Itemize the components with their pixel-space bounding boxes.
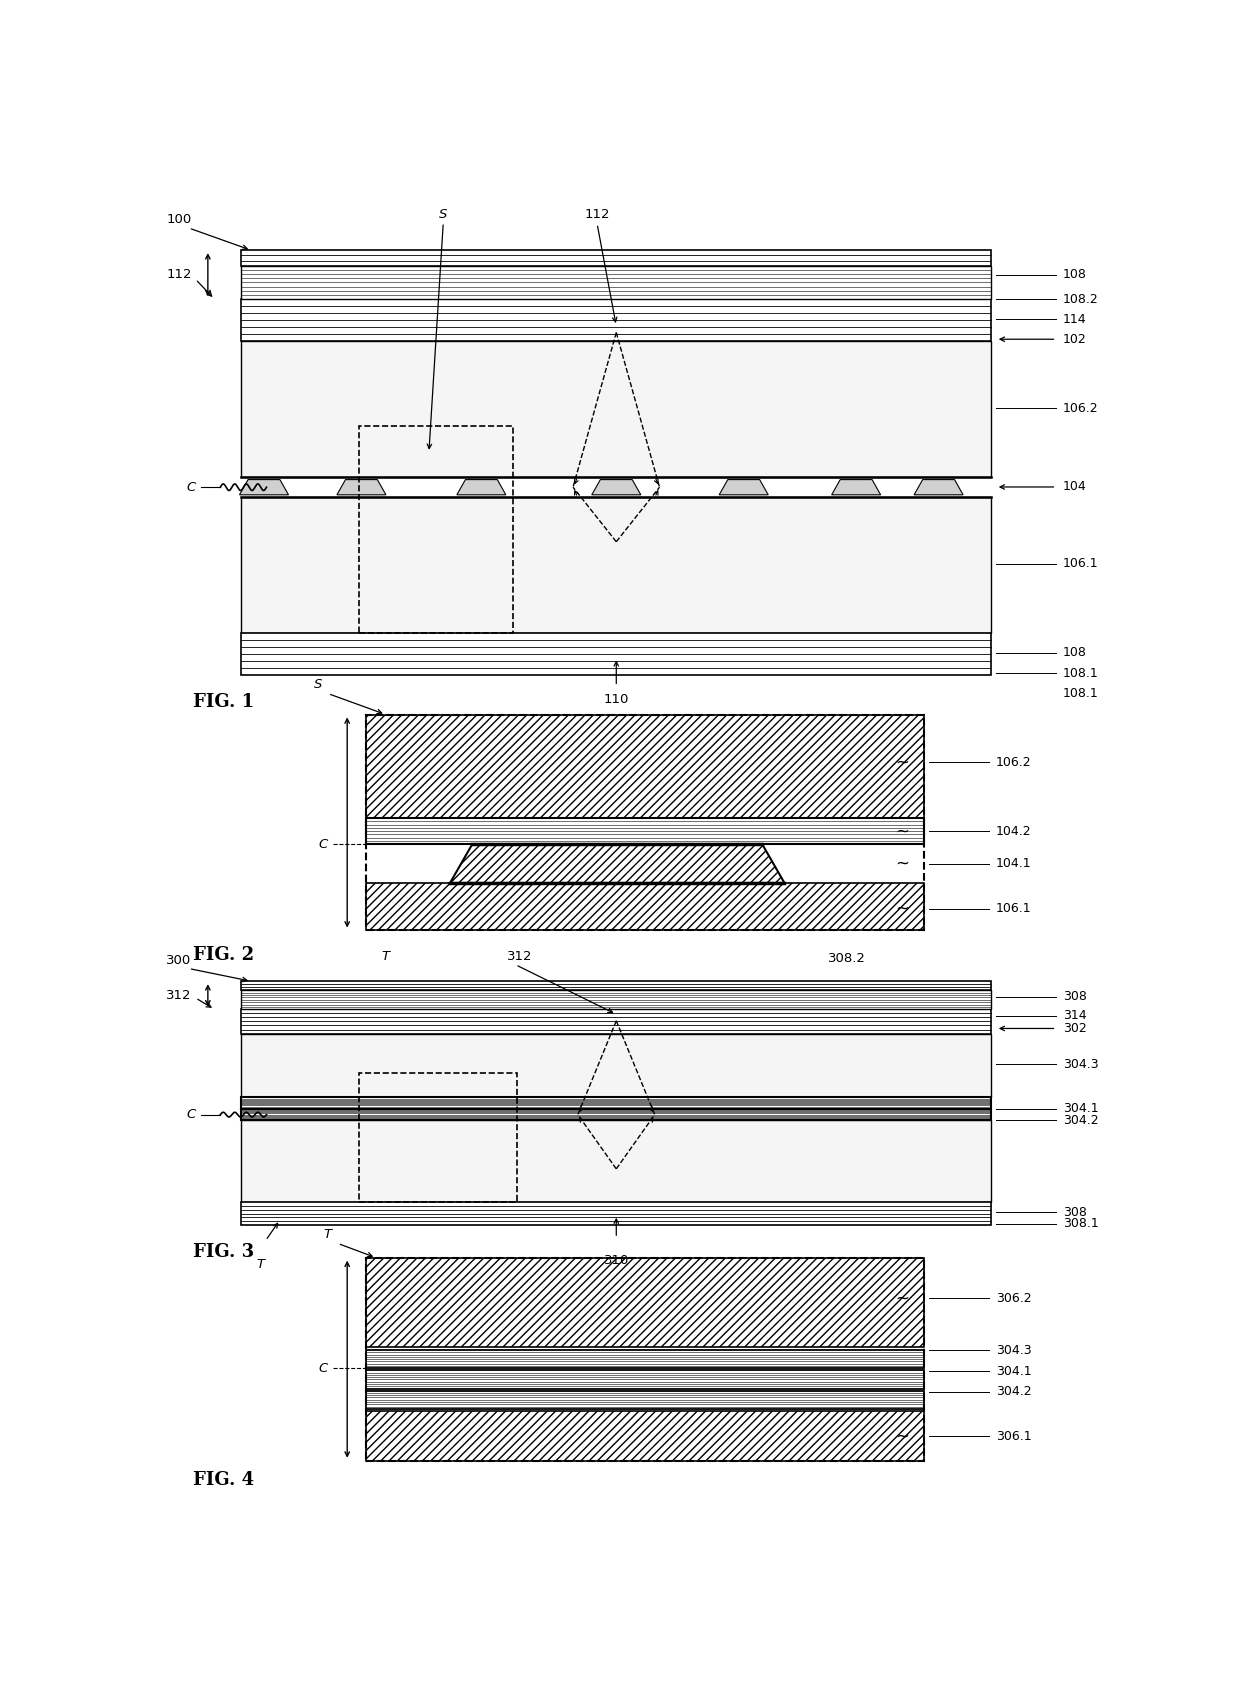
Text: C: C (319, 838, 327, 850)
Bar (367, 1391, 924, 1409)
Text: ~: ~ (895, 753, 909, 772)
Text: ~: ~ (895, 823, 909, 840)
Text: 106.2: 106.2 (996, 755, 1032, 768)
Text: T: T (324, 1227, 332, 1241)
Text: 300: 300 (166, 954, 192, 967)
Text: 312: 312 (507, 950, 533, 964)
Text: 112: 112 (584, 209, 610, 221)
Text: T: T (382, 950, 389, 964)
Text: 302: 302 (1063, 1022, 1087, 1035)
Text: 304.3: 304.3 (1063, 1057, 1099, 1071)
Bar (242, 1034, 991, 1098)
Text: 308: 308 (1063, 989, 1087, 1003)
Bar (367, 714, 924, 818)
Text: 304.3: 304.3 (996, 1343, 1032, 1357)
Bar (367, 1350, 924, 1368)
Text: FIG. 3: FIG. 3 (193, 1243, 254, 1261)
Bar (242, 299, 991, 342)
Bar (242, 496, 991, 632)
Polygon shape (914, 479, 963, 495)
Bar (360, 425, 513, 632)
Bar (367, 1258, 924, 1460)
Bar (367, 1411, 924, 1460)
Bar (360, 1073, 517, 1202)
Text: 104: 104 (1063, 481, 1087, 493)
Bar (242, 1108, 991, 1120)
Text: 104.2: 104.2 (996, 824, 1032, 838)
Text: 308.1: 308.1 (1063, 1217, 1099, 1231)
Text: FIG. 4: FIG. 4 (193, 1470, 254, 1489)
Polygon shape (832, 479, 880, 495)
Text: S: S (439, 209, 448, 221)
Bar (367, 714, 924, 930)
Text: 304.1: 304.1 (1063, 1102, 1099, 1115)
Text: FIG. 1: FIG. 1 (193, 694, 254, 711)
Text: 106.1: 106.1 (996, 903, 1032, 915)
Text: 310: 310 (604, 1255, 629, 1266)
Bar (367, 1258, 924, 1346)
Text: 108.2: 108.2 (1063, 292, 1099, 306)
Text: C: C (186, 481, 196, 493)
Text: 304.1: 304.1 (996, 1365, 1032, 1379)
Text: 304.2: 304.2 (1063, 1114, 1099, 1127)
Bar (242, 250, 991, 265)
Bar (242, 632, 991, 675)
Text: C: C (186, 1108, 196, 1120)
Text: ~: ~ (895, 1289, 909, 1307)
Bar (242, 342, 991, 478)
Text: 108: 108 (1063, 646, 1087, 660)
Text: 108.1: 108.1 (1063, 687, 1099, 699)
Text: T: T (257, 1258, 265, 1270)
Text: S: S (314, 678, 322, 690)
Bar (242, 981, 991, 989)
Text: 308: 308 (1063, 1205, 1087, 1219)
Text: 108.1: 108.1 (1063, 666, 1099, 680)
Text: 304.2: 304.2 (996, 1386, 1032, 1397)
Text: ~: ~ (895, 1428, 909, 1445)
Polygon shape (337, 479, 386, 495)
Bar (242, 1010, 991, 1034)
Text: 112: 112 (166, 269, 192, 281)
Text: 308.2: 308.2 (828, 952, 866, 964)
Polygon shape (719, 479, 769, 495)
Bar (242, 1098, 991, 1108)
Text: FIG. 2: FIG. 2 (193, 947, 254, 964)
Text: 312: 312 (166, 989, 192, 1001)
Bar (242, 989, 991, 1010)
Text: 306.2: 306.2 (996, 1292, 1032, 1306)
Text: 110: 110 (604, 694, 629, 705)
Text: ~: ~ (895, 855, 909, 872)
Polygon shape (450, 845, 785, 882)
Text: 106.2: 106.2 (1063, 401, 1099, 415)
Text: 100: 100 (166, 212, 192, 226)
Bar (242, 1202, 991, 1226)
Text: ~: ~ (895, 899, 909, 918)
Text: 104.1: 104.1 (996, 857, 1032, 870)
Text: 314: 314 (1063, 1010, 1086, 1022)
Polygon shape (591, 479, 641, 495)
Text: 108: 108 (1063, 269, 1087, 281)
Polygon shape (239, 479, 289, 495)
Text: 114: 114 (1063, 313, 1086, 326)
Bar (367, 1370, 924, 1389)
Polygon shape (456, 479, 506, 495)
Text: 306.1: 306.1 (996, 1430, 1032, 1443)
Bar (367, 818, 924, 845)
Bar (367, 882, 924, 930)
Text: C: C (319, 1362, 327, 1375)
Bar (242, 1120, 991, 1202)
Bar (242, 265, 991, 299)
Text: 102: 102 (1063, 333, 1087, 345)
Text: 106.1: 106.1 (1063, 558, 1099, 571)
